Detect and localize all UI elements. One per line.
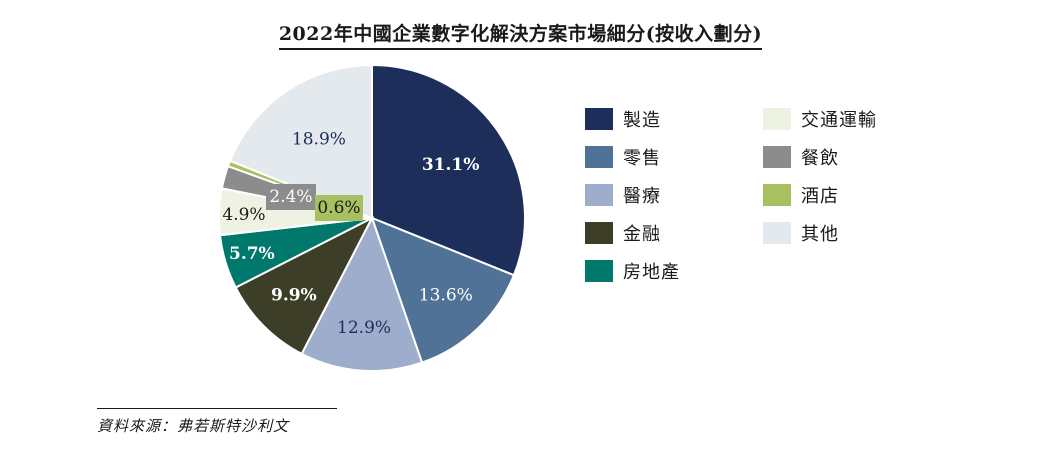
pie-slice-9 <box>228 63 373 220</box>
legend-swatch <box>763 108 791 130</box>
legend-label: 餐飲 <box>801 148 839 169</box>
legend-item: 零售 <box>585 144 661 170</box>
pie-data-label-4: 9.9% <box>271 286 317 306</box>
legend-swatch <box>763 222 791 244</box>
source-note: 資料來源：弗若斯特沙利文 <box>97 408 337 436</box>
legend-label: 醫療 <box>623 186 661 207</box>
legend-item: 房地產 <box>585 258 680 284</box>
chart-title: 2022年中國企業數字化解決方案市場細分(按收入劃分) <box>0 19 1041 50</box>
legend-label: 製造 <box>623 110 661 131</box>
legend-item: 交通運輸 <box>763 106 877 132</box>
legend-label: 酒店 <box>801 186 839 207</box>
pie-data-label-3: 12.9% <box>337 318 391 338</box>
pie-data-label-9: 18.9% <box>292 129 346 149</box>
pie-data-label-1: 31.1% <box>422 155 480 175</box>
legend-swatch <box>763 184 791 206</box>
chart-title-text: 2022年中國企業數字化解決方案市場細分(按收入劃分) <box>278 23 763 50</box>
pie-data-label-7: 2.4% <box>269 187 312 207</box>
legend-item: 餐飲 <box>763 144 839 170</box>
pie-slice-4 <box>234 215 375 356</box>
legend-item: 酒店 <box>763 182 839 208</box>
legend-item: 製造 <box>585 106 661 132</box>
legend-swatch <box>585 108 613 130</box>
legend-swatch <box>585 260 613 282</box>
pie-data-label-2: 13.6% <box>419 286 473 306</box>
legend-label: 零售 <box>623 148 661 169</box>
legend-label: 交通運輸 <box>801 110 877 131</box>
pie-slice-1 <box>371 63 526 277</box>
legend-label: 其他 <box>801 224 839 245</box>
pie-data-label-6: 4.9% <box>222 205 265 225</box>
pie-slice-3 <box>300 215 424 372</box>
pie-data-label-8: 0.6% <box>317 198 360 218</box>
legend-item: 其他 <box>763 220 839 246</box>
legend-label: 房地產 <box>623 262 680 283</box>
legend-swatch <box>585 222 613 244</box>
legend-item: 金融 <box>585 220 661 246</box>
legend-label: 金融 <box>623 224 661 245</box>
pie-data-label-5: 5.7% <box>229 244 275 264</box>
legend-swatch <box>585 146 613 168</box>
legend-swatch <box>585 184 613 206</box>
pie-label-box-8 <box>315 195 363 221</box>
legend-item: 醫療 <box>585 182 661 208</box>
pie-label-box-7 <box>266 184 316 210</box>
pie-slice-2 <box>370 216 516 364</box>
legend-swatch <box>763 146 791 168</box>
